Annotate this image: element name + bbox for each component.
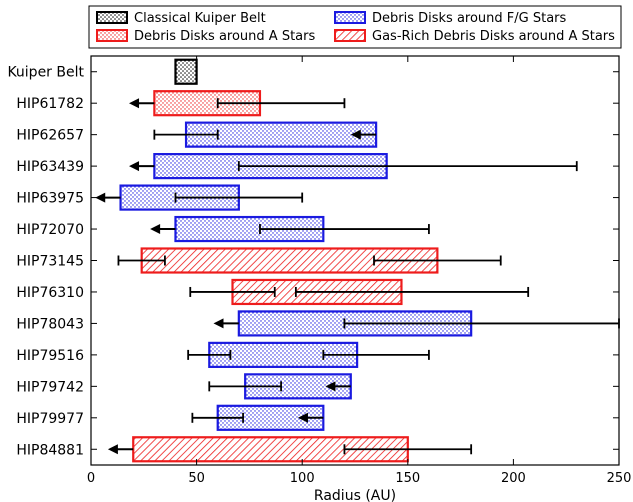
legend-swatch-fg	[334, 11, 366, 24]
legend-label-kuiper: Classical Kuiper Belt	[134, 11, 266, 26]
legend-swatch-kuiper	[96, 11, 128, 24]
upper-limit-arrow	[150, 224, 161, 235]
legend-swatch-gas	[334, 29, 366, 42]
error-bars	[95, 98, 620, 455]
upper-limit-arrow	[325, 381, 336, 392]
y-tick-label: HIP62657	[16, 128, 84, 144]
y-tick-label: HIP84881	[16, 442, 84, 458]
upper-limit-arrow	[297, 412, 308, 423]
legend-label-fg: Debris Disks around F/G Stars	[372, 11, 567, 26]
upper-limit-arrow	[213, 318, 224, 329]
y-tick-label: HIP63975	[16, 191, 84, 207]
y-tick-label: HIP63439	[16, 159, 84, 175]
legend-label-gas: Gas-Rich Debris Disks around A Stars	[372, 29, 615, 44]
y-tick-label: HIP79742	[16, 379, 84, 395]
x-tick-label: 0	[87, 471, 95, 486]
y-tick-label: HIP76310	[16, 285, 84, 301]
x-axis: 0 50 100 150 200 250	[87, 56, 632, 486]
y-tick-label: HIP73145	[16, 254, 84, 270]
x-tick-label: 200	[501, 471, 526, 486]
upper-limit-arrow	[129, 161, 140, 172]
upper-limit-arrow	[107, 444, 118, 455]
y-tick-label: HIP79516	[16, 348, 84, 364]
x-axis-label: Radius (AU)	[314, 488, 396, 502]
upper-limit-arrow	[129, 98, 140, 109]
legend-swatch-a	[96, 29, 128, 42]
y-tick-label: HIP79977	[16, 411, 84, 427]
y-tick-label: HIP61782	[16, 96, 84, 112]
y-tick-label: Kuiper Belt	[7, 65, 84, 81]
x-tick-label: 250	[607, 471, 632, 486]
x-tick-label: 50	[188, 471, 205, 486]
y-tick-label: HIP78043	[16, 316, 84, 332]
y-tick-labels: Kuiper Belt HIP61782 HIP62657 HIP63439 HIP63…	[7, 65, 619, 458]
x-tick-label: 150	[395, 471, 420, 486]
legend: Classical Kuiper Belt Debris Disks around…	[88, 5, 622, 49]
y-tick-label: HIP72070	[16, 222, 84, 238]
x-tick-label: 100	[290, 471, 315, 486]
legend-label-a: Debris Disks around A Stars	[134, 29, 315, 44]
upper-limit-arrow	[95, 192, 106, 203]
disk-bar-kuiper	[174, 58, 198, 85]
upper-limit-arrow	[350, 129, 361, 140]
